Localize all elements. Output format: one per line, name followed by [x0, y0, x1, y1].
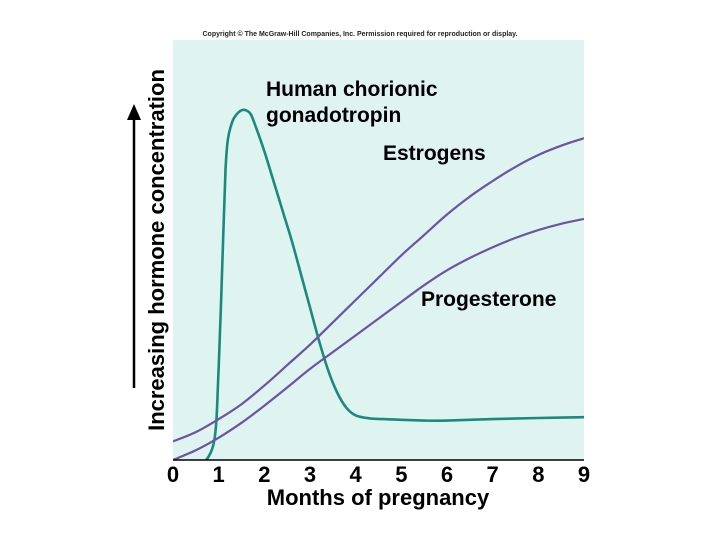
series-label-progesterone: Progesterone: [421, 288, 556, 311]
x-tick-label-1: 1: [213, 462, 225, 487]
x-tick-label-6: 6: [441, 462, 453, 487]
x-tick-labels: 0 1 2 3 4 5 6 7 8 9: [167, 462, 590, 487]
x-tick-label-4: 4: [350, 462, 363, 487]
series-line-estrogen: [173, 137, 584, 443]
x-tick-label-8: 8: [532, 462, 544, 487]
x-tick-label-0: 0: [167, 462, 179, 487]
series-layer: [173, 108, 584, 460]
series-label-hcg-line1: Human chorionic: [266, 78, 438, 101]
series-label-estrogens: Estrogens: [383, 142, 486, 165]
series-line-progesterone: [173, 217, 584, 460]
x-tick-label-7: 7: [487, 462, 499, 487]
series-label-hcg-line2: gonadotropin: [266, 104, 401, 127]
y-axis-title: Increasing hormone concentration: [144, 69, 169, 431]
y-axis-arrow: [127, 104, 141, 388]
x-tick-label-3: 3: [304, 462, 316, 487]
plot-background: [173, 40, 584, 460]
x-tick-label-5: 5: [395, 462, 407, 487]
series-labels: Human chorionic gonadotropin Estrogens P…: [266, 78, 556, 311]
x-axis-title: Months of pregnancy: [267, 485, 490, 510]
x-tick-label-2: 2: [258, 462, 270, 487]
series-line-hcg: [204, 108, 584, 460]
copyright-notice: Copyright © The McGraw-Hill Companies, I…: [202, 30, 517, 38]
x-tick-label-9: 9: [578, 462, 590, 487]
